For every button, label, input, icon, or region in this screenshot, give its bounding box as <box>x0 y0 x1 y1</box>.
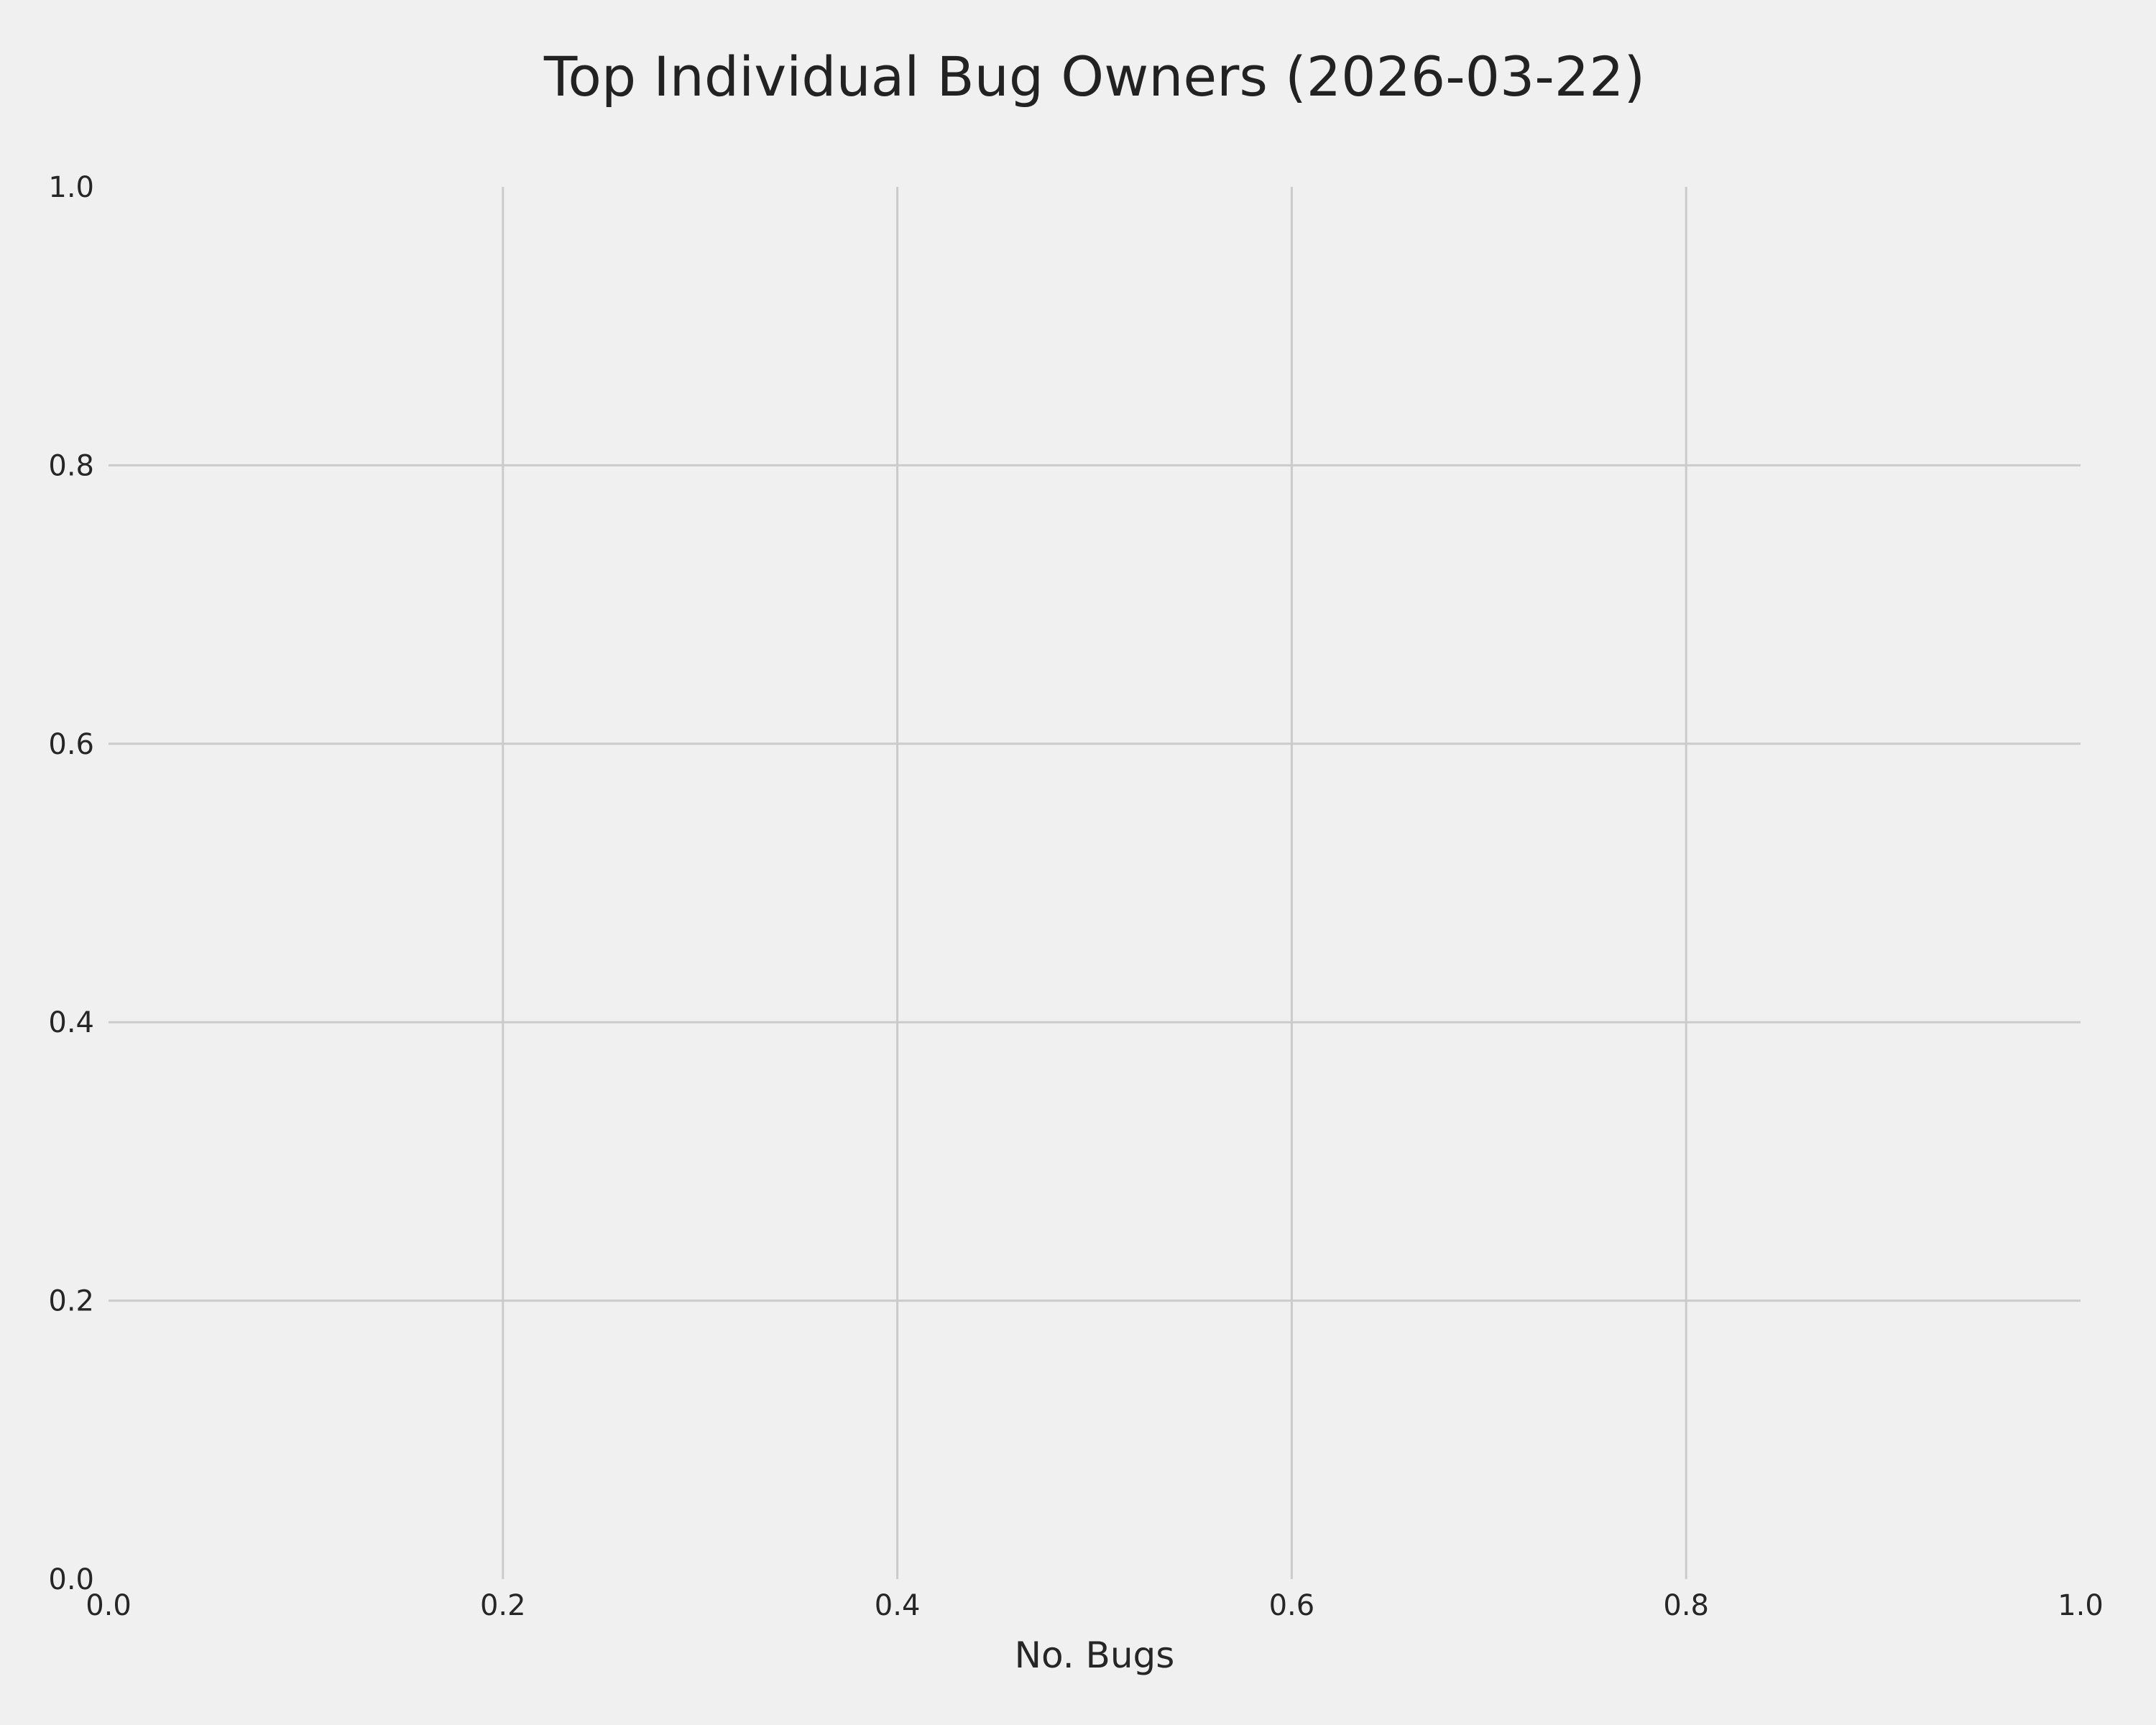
y-tick-label: 1.0 <box>48 171 94 204</box>
y-tick-label: 0.2 <box>48 1285 94 1318</box>
x-tick-label: 1.0 <box>2058 1589 2104 1622</box>
x-tick-label: 0.2 <box>480 1589 526 1622</box>
x-tick-label: 0.0 <box>86 1589 132 1622</box>
y-tick-label: 0.0 <box>48 1563 94 1596</box>
chart-title: Top Individual Bug Owners (2026-03-22) <box>543 45 1645 109</box>
ticks: 0.0 0.2 0.4 0.6 0.8 1.0 0.0 0.2 0.4 0.6 0.8 1.0 <box>48 171 2103 1622</box>
x-tick-label: 0.8 <box>1663 1589 1709 1622</box>
grid <box>109 187 2081 1579</box>
y-tick-label: 0.4 <box>48 1006 94 1039</box>
x-tick-label: 0.4 <box>875 1589 921 1622</box>
x-axis-label: No. Bugs <box>1015 1634 1175 1676</box>
y-tick-label: 0.6 <box>48 728 94 761</box>
y-tick-label: 0.8 <box>48 449 94 482</box>
x-tick-label: 0.6 <box>1269 1589 1315 1622</box>
